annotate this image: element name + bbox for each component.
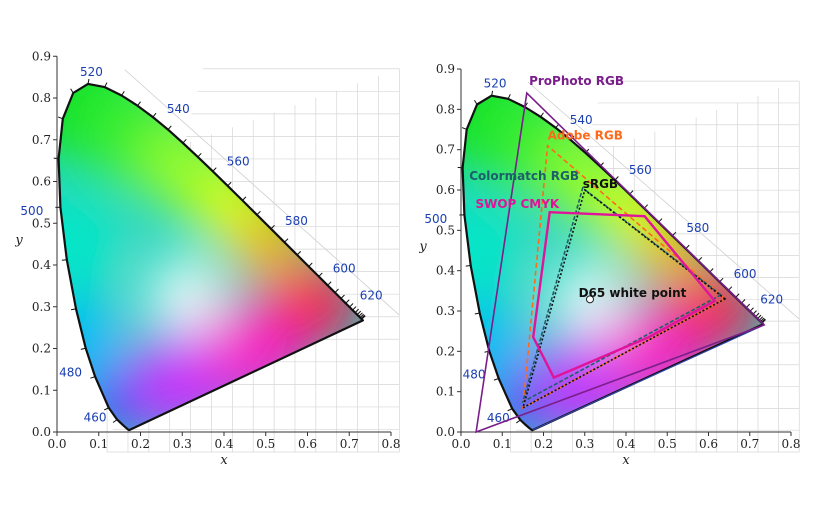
- y-tick-label: 0.1: [436, 385, 455, 399]
- prophoto-gamut: [475, 91, 766, 434]
- y-tick-label: 0.4: [32, 258, 51, 272]
- y-tick-label: 0.4: [436, 264, 455, 278]
- adobe-rgb-label: Adobe RGB: [548, 129, 623, 143]
- wavelength-label-520: 520: [80, 65, 103, 79]
- wavelength-label-500: 500: [20, 204, 43, 218]
- x-tick-label: 0.6: [699, 437, 718, 451]
- wavelength-label-580: 580: [285, 214, 308, 228]
- adobe-gamut: [521, 144, 727, 410]
- x-tick-label: 0.0: [47, 437, 66, 451]
- wavelength-label-600: 600: [333, 261, 356, 275]
- y-tick-label: 0.9: [436, 62, 455, 76]
- y-tick-label: 0.5: [32, 216, 51, 230]
- wavelength-label-560: 560: [227, 154, 250, 168]
- line-of-purples: [532, 324, 765, 431]
- x-tick-label: 0.1: [89, 437, 108, 451]
- wavelength-label-520: 520: [484, 77, 507, 91]
- y-tick-label: 0.0: [436, 425, 455, 439]
- y-tick-label: 0.2: [32, 342, 51, 356]
- spectral-locus: [57, 82, 364, 432]
- x-tick-label: 0.8: [781, 437, 800, 451]
- y-tick-label: 0.3: [436, 304, 455, 318]
- y-tick-label: 0.9: [32, 49, 51, 63]
- y-tick-label: 0.7: [436, 143, 455, 157]
- wavelength-label-620: 620: [760, 293, 783, 307]
- wavelength-label-480: 480: [59, 366, 82, 380]
- x-axis-label: x: [622, 453, 630, 468]
- y-tick-label: 0.0: [32, 425, 51, 439]
- x-tick-label: 0.7: [740, 437, 759, 451]
- d65-white-point: [585, 295, 594, 304]
- x-tick-label: 0.3: [575, 437, 594, 451]
- srgb-gamut: [521, 188, 727, 410]
- x-tick-label: 0.3: [173, 437, 192, 451]
- cie-diagram-gamuts: 0.0 0.1 0.2 0.3 0.4 0.5 0.6 0.7 0.8 0.0 0.1 0.2 0.3 0…: [418, 60, 801, 468]
- wavelength-label-560: 560: [629, 163, 652, 177]
- wavelength-label-500: 500: [424, 212, 447, 226]
- x-tick-label: 0.5: [256, 437, 275, 451]
- y-tick-label: 0.8: [32, 91, 51, 105]
- wavelength-label-600: 600: [734, 267, 757, 281]
- y-axis-label: y: [418, 240, 427, 255]
- colormatch-label: Colormatch RGB: [469, 169, 579, 183]
- y-tick-label: 0.3: [32, 300, 51, 314]
- wavelength-label-540: 540: [167, 102, 190, 116]
- x-tick-label: 0.7: [340, 437, 359, 451]
- srgb-label: sRGB: [583, 177, 618, 191]
- wavelength-label-620: 620: [360, 288, 383, 302]
- x-tick-label: 0.0: [451, 437, 470, 451]
- gamut-triangles: [475, 91, 766, 434]
- y-tick-label: 0.6: [436, 183, 455, 197]
- wavelength-label-460: 460: [487, 411, 510, 425]
- y-tick-label: 0.2: [436, 344, 455, 358]
- wavelength-label-480: 480: [463, 367, 486, 381]
- x-tick-label: 0.5: [658, 437, 677, 451]
- x-tick-label: 0.2: [131, 437, 150, 451]
- x-tick-label: 0.2: [534, 437, 553, 451]
- swop-cmyk-label: SWOP CMYK: [475, 197, 559, 211]
- grid-mask: [48, 47, 133, 224]
- cie-diagram-plain: 0.0 0.1 0.2 0.3 0.4 0.5 0.6 0.7 0.8 0.0 0.1 0.2 0.3 0…: [14, 47, 401, 468]
- y-axis-label: y: [14, 233, 23, 248]
- d65-label: D65 white point: [579, 286, 687, 300]
- prophoto-label: ProPhoto RGB: [529, 74, 624, 88]
- swop-gamut: [531, 210, 717, 380]
- y-tick-label: 0.1: [32, 383, 51, 397]
- x-axis-label: x: [220, 453, 228, 468]
- x-tick-label: 0.8: [381, 437, 400, 451]
- y-tick-label: 0.8: [436, 102, 455, 116]
- y-tick-label: 0.5: [436, 223, 455, 237]
- wavelength-label-540: 540: [570, 113, 593, 127]
- y-tick-label: 0.7: [32, 133, 51, 147]
- x-tick-label: 0.6: [298, 437, 317, 451]
- x-tick-label: 0.4: [616, 437, 635, 451]
- wavelength-label-460: 460: [84, 410, 107, 424]
- wavelength-label-580: 580: [686, 221, 709, 235]
- y-tick-label: 0.6: [32, 175, 51, 189]
- grid-mask: [452, 60, 536, 231]
- x-tick-label: 0.4: [214, 437, 233, 451]
- x-tick-label: 0.1: [493, 437, 512, 451]
